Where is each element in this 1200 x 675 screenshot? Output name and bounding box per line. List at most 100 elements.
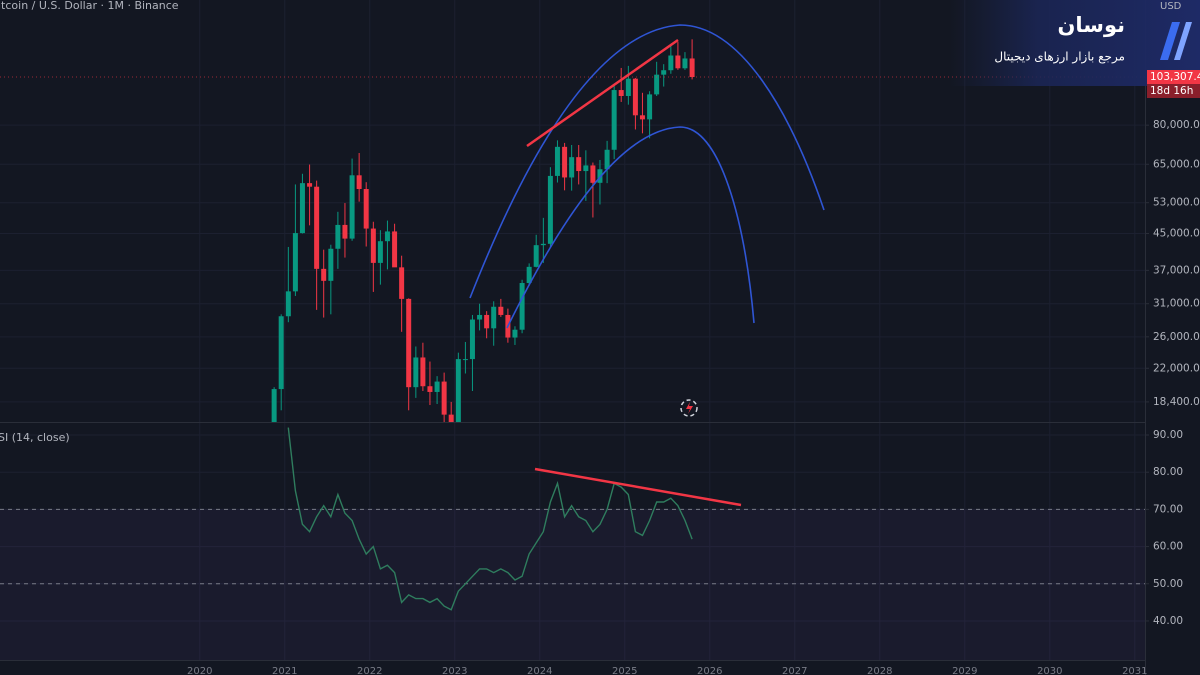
- x-tick-label: 2024: [527, 666, 552, 675]
- candle-body: [455, 359, 461, 422]
- candle-body: [618, 90, 624, 96]
- y-tick-label: 80.00: [1153, 466, 1183, 478]
- candle-body: [314, 186, 320, 269]
- candle-body: [477, 314, 483, 320]
- candle-body: [356, 175, 362, 189]
- candle-body: [484, 314, 490, 329]
- candle-body: [271, 389, 277, 422]
- watermark-icon: [680, 399, 698, 417]
- candle-body: [307, 183, 313, 187]
- candle-body: [689, 58, 695, 78]
- candle-body: [682, 58, 688, 69]
- y-tick-label: 90.00: [1153, 429, 1183, 441]
- rsi-pane: [0, 427, 1145, 660]
- candle-body: [413, 357, 419, 388]
- candle-body: [526, 266, 532, 284]
- x-tick-label: 2020: [187, 666, 212, 675]
- candle-body: [399, 267, 405, 299]
- y-tick-label: 45,000.00: [1153, 228, 1200, 240]
- trend-line-rsi: [534, 467, 742, 507]
- pane-separator: [0, 422, 1145, 423]
- y-tick-label: 80,000.00: [1153, 119, 1200, 131]
- candle-body: [406, 298, 412, 388]
- candle-body: [498, 306, 504, 315]
- y-tick-label: 60.00: [1153, 541, 1183, 553]
- grid: [0, 0, 1145, 660]
- currency: USD: [1160, 1, 1182, 12]
- x-tick-label: 2029: [952, 666, 977, 675]
- y-tick-label: 40.00: [1153, 615, 1183, 627]
- x-tick-label: 2023: [442, 666, 467, 675]
- candle-body: [611, 90, 617, 150]
- countdown-box: [1147, 84, 1200, 99]
- logo-tagline: مرجع بازار ارزهای دیجیتال: [994, 50, 1125, 65]
- y-tick-label: 31,000.00: [1153, 298, 1200, 310]
- candle-body: [519, 283, 525, 330]
- rsi-band: [0, 509, 1145, 660]
- candle-body: [349, 175, 355, 239]
- countdown-label: 18d 16h: [1150, 85, 1193, 97]
- candle-body: [668, 55, 674, 71]
- candle-body: [491, 306, 497, 329]
- annotations: [469, 24, 825, 507]
- rsi-line: [287, 427, 693, 611]
- candle-body: [292, 233, 298, 292]
- y-tick-label: 26,000.00: [1153, 331, 1200, 343]
- candle-body: [540, 243, 546, 246]
- candle-body: [533, 245, 539, 267]
- candle-body: [590, 165, 596, 183]
- x-tick-label: 2026: [697, 666, 722, 675]
- logo-mark: [1174, 22, 1192, 60]
- candle-body: [604, 149, 610, 170]
- candle-body: [625, 78, 631, 96]
- y-tick-label: 70.00: [1153, 503, 1183, 515]
- y-tick-label: 18,400.00: [1153, 396, 1200, 408]
- rsi-title: SI (14, close): [0, 431, 70, 444]
- y-tick-label: 53,000.00: [1153, 197, 1200, 209]
- candle-body: [335, 224, 341, 249]
- candle-body: [370, 228, 376, 263]
- candle-body: [441, 381, 447, 415]
- x-tick-label: 2022: [357, 666, 382, 675]
- logo-mark: [1160, 22, 1180, 60]
- logo: نوسان مرجع بازار ارزهای دیجیتال: [950, 0, 1200, 86]
- y-tick-label: 65,000.00: [1153, 158, 1200, 170]
- candle-body: [377, 241, 383, 263]
- arc-upper: [469, 24, 825, 299]
- arc-lower: [506, 126, 755, 329]
- candle-body: [328, 248, 334, 281]
- candle-body: [654, 74, 660, 95]
- candle-body: [384, 231, 390, 242]
- x-tick-label: 2021: [272, 666, 297, 675]
- candle-body: [576, 157, 582, 172]
- x-tick-label: 2027: [782, 666, 807, 675]
- x-tick-label: 2031: [1122, 666, 1147, 675]
- x-tick-label: 2028: [867, 666, 892, 675]
- candle-body: [278, 316, 284, 390]
- candle-body: [285, 291, 291, 317]
- y-tick-label: 37,000.00: [1153, 264, 1200, 276]
- candle-body: [639, 115, 645, 120]
- y-tick-label: 22,000.00: [1153, 362, 1200, 374]
- candle-body: [547, 175, 553, 244]
- y-tick-label: 50.00: [1153, 578, 1183, 590]
- candle-body: [299, 183, 305, 234]
- last-price-label: 103,307.4: [1150, 71, 1200, 83]
- candle-body: [342, 224, 348, 239]
- candle-body: [675, 55, 681, 69]
- price-pane: [0, 39, 1145, 422]
- candle-body: [554, 146, 560, 176]
- logo-name: نوسان: [1057, 13, 1125, 37]
- candle-body: [448, 414, 454, 422]
- candle-body: [632, 78, 638, 116]
- candle-body: [363, 188, 369, 229]
- trend-line-price: [526, 38, 679, 148]
- price-axis-border: [1145, 0, 1146, 675]
- candle-body: [569, 157, 575, 178]
- candle-body: [647, 94, 653, 120]
- candle-body: [420, 357, 426, 387]
- x-tick-label: 2025: [612, 666, 637, 675]
- candle-body: [469, 319, 475, 360]
